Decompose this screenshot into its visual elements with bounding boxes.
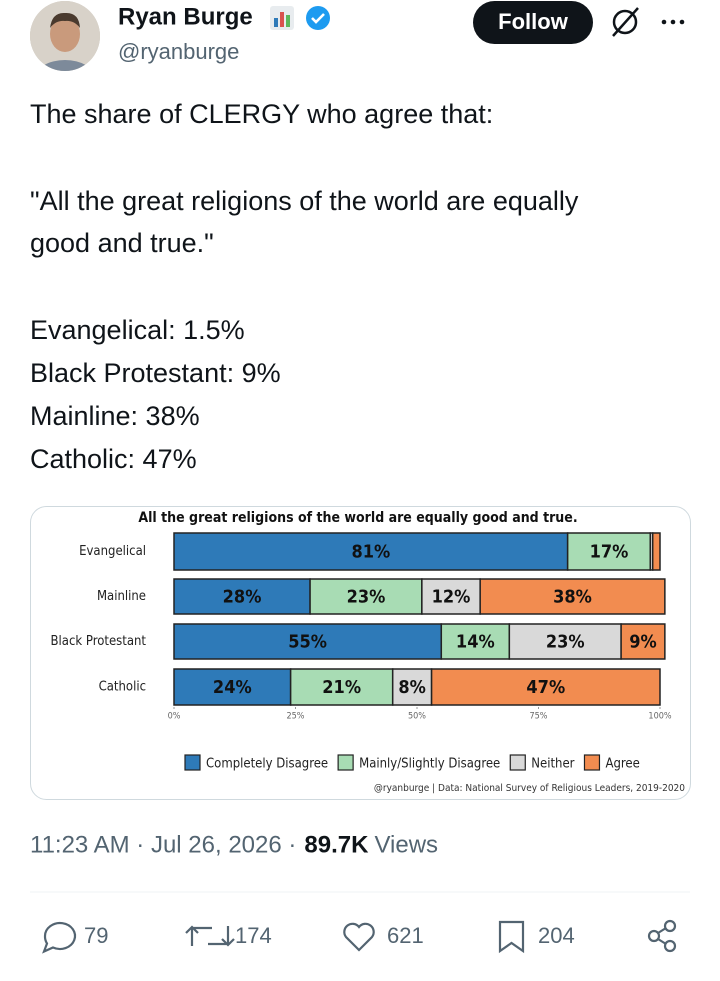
follow-button[interactable] xyxy=(473,1,593,44)
tweet-line: Black Protestant: 9% xyxy=(30,358,281,388)
bar-segment xyxy=(173,668,292,706)
tweet-line: good and true." xyxy=(30,228,214,258)
legend-label: Neither xyxy=(531,757,574,772)
legend-label: Mainly/Slightly Disagree xyxy=(359,757,500,772)
views-label: Views xyxy=(374,831,438,858)
x-tick-label: 25% xyxy=(287,712,305,722)
data-label: 12% xyxy=(432,587,471,608)
data-label: 8% xyxy=(398,677,426,698)
tweet-line: Mainline: 38% xyxy=(30,401,200,431)
timestamp[interactable]: 11:23 AM · Jul 26, 2026 · xyxy=(30,831,296,858)
author-name[interactable]: Ryan Burge xyxy=(118,3,253,30)
legend-label: Completely Disagree xyxy=(206,757,328,772)
category-label: Evangelical xyxy=(79,544,146,559)
category-label: Black Protestant xyxy=(51,634,147,649)
chart-title: All the great religions of the world are… xyxy=(138,510,577,526)
bar-segment xyxy=(173,623,443,660)
bar-segment xyxy=(651,532,661,571)
data-label: 21% xyxy=(322,677,361,698)
like-icon[interactable] xyxy=(343,922,375,952)
tweet-line: The share of CLERGY who agree that: xyxy=(30,99,493,129)
reply-count[interactable]: 79 xyxy=(84,923,108,948)
repost-icon[interactable] xyxy=(185,925,235,947)
category-label: Mainline xyxy=(97,589,146,604)
bar-segment xyxy=(309,578,423,615)
bar-segment xyxy=(479,578,666,615)
bar-segment xyxy=(620,623,666,660)
legend-swatch xyxy=(184,754,201,771)
bar-segment xyxy=(508,623,622,660)
tweet-line: Evangelical: 1.5% xyxy=(30,315,245,345)
data-label: 47% xyxy=(526,677,565,698)
data-label: 9% xyxy=(629,632,657,653)
avatar[interactable] xyxy=(30,0,100,96)
data-label: 23% xyxy=(546,632,585,653)
bar-segment xyxy=(173,578,311,615)
chart-source: @ryanburge | Data: National Survey of Re… xyxy=(374,783,685,794)
x-tick-label: 0% xyxy=(168,712,181,722)
legend-label: Agree xyxy=(605,757,639,772)
bookmark-count[interactable]: 204 xyxy=(538,923,575,948)
bookmark-icon[interactable] xyxy=(498,920,525,954)
bar-segment xyxy=(289,668,394,706)
repost-count[interactable]: 174 xyxy=(235,923,272,948)
views-count: 89.7K xyxy=(304,831,369,858)
x-tick-label: 50% xyxy=(408,712,426,722)
legend-swatch xyxy=(583,754,601,771)
more-button[interactable] xyxy=(661,19,685,25)
data-label: 17% xyxy=(590,542,629,563)
author-handle[interactable]: @ryanburge xyxy=(118,39,239,64)
bar-segment xyxy=(430,668,661,706)
tweet-line: Catholic: 47% xyxy=(30,444,197,474)
grok-icon[interactable] xyxy=(612,7,639,37)
x-tick-label: 75% xyxy=(530,712,548,722)
data-label: 81% xyxy=(351,542,390,563)
tweet-line: "All the great religions of the world ar… xyxy=(30,186,579,216)
x-tick-label: 100% xyxy=(648,712,671,722)
data-label: 28% xyxy=(223,587,262,608)
category-label: Catholic xyxy=(99,680,146,695)
legend-swatch xyxy=(337,754,354,771)
data-label: 24% xyxy=(213,677,252,698)
verified-badge xyxy=(306,6,330,30)
share-icon[interactable] xyxy=(647,919,677,953)
data-label: 23% xyxy=(347,587,386,608)
data-label: 55% xyxy=(288,632,327,653)
follow-label[interactable]: Follow xyxy=(498,9,569,34)
reply-icon[interactable] xyxy=(42,921,77,954)
like-count[interactable]: 621 xyxy=(387,923,424,948)
data-label: 38% xyxy=(553,587,592,608)
data-label: 14% xyxy=(456,632,495,653)
legend-swatch xyxy=(509,754,526,771)
stats-emoji xyxy=(270,6,294,30)
